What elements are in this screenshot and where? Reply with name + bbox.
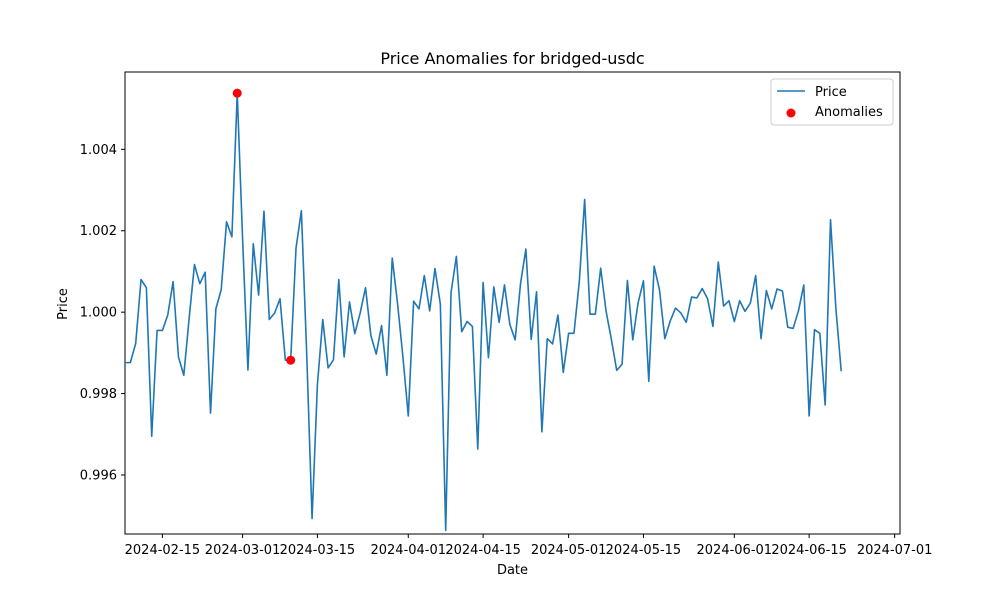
x-axis: 2024-02-15 2024-03-01 2024-03-15 2024-04-01… bbox=[125, 534, 933, 558]
x-tick-label: 2024-03-01 bbox=[205, 543, 281, 558]
y-tick-label: 0.998 bbox=[80, 387, 117, 402]
x-tick-label: 2024-04-01 bbox=[370, 543, 446, 558]
y-tick-label: 1.000 bbox=[80, 306, 117, 321]
y-tick-label: 1.002 bbox=[80, 224, 117, 239]
x-axis-label: Date bbox=[497, 563, 528, 578]
x-tick-label: 2024-07-01 bbox=[857, 543, 933, 558]
plot-area bbox=[124, 71, 901, 535]
y-axis-label: Price bbox=[56, 288, 71, 320]
y-tick-label: 1.004 bbox=[80, 143, 117, 158]
x-tick-label: 2024-06-15 bbox=[771, 543, 847, 558]
plot-frame bbox=[124, 71, 901, 535]
legend-label-price: Price bbox=[815, 85, 847, 100]
anomaly-point bbox=[232, 88, 242, 98]
y-axis: 0.996 0.998 1.000 1.002 1.004 bbox=[80, 143, 125, 483]
x-tick-label: 2024-06-01 bbox=[697, 543, 773, 558]
legend-marker-swatch bbox=[786, 108, 796, 118]
legend-label-anomalies: Anomalies bbox=[815, 105, 883, 120]
y-tick-label: 0.996 bbox=[80, 468, 117, 483]
x-tick-label: 2024-05-15 bbox=[606, 543, 682, 558]
series-layer bbox=[125, 88, 843, 532]
x-tick-label: 2024-02-15 bbox=[125, 543, 201, 558]
anomaly-point bbox=[286, 355, 296, 365]
legend: Price Anomalies bbox=[770, 78, 894, 126]
chart-title: Price Anomalies for bridged-usdc bbox=[380, 49, 644, 68]
x-tick-label: 2024-05-01 bbox=[531, 543, 607, 558]
x-tick-label: 2024-04-15 bbox=[445, 543, 521, 558]
x-tick-label: 2024-03-15 bbox=[280, 543, 356, 558]
price-series-line bbox=[125, 92, 843, 532]
